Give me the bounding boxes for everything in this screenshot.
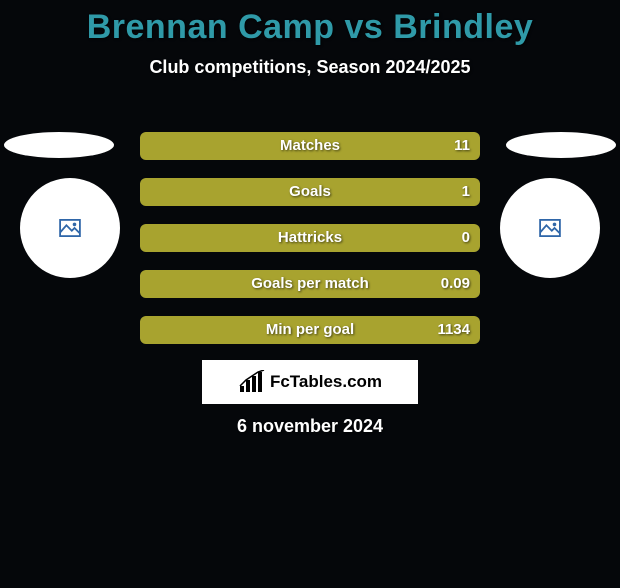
stat-value: 0.09 bbox=[441, 270, 470, 298]
image-placeholder-icon bbox=[539, 219, 561, 237]
stat-value: 11 bbox=[454, 132, 470, 160]
page-title: Brennan Camp vs Brindley bbox=[0, 8, 620, 47]
stat-label: Goals per match bbox=[140, 270, 480, 298]
stat-bar: Goals per match0.09 bbox=[140, 270, 480, 298]
generated-date: 6 november 2024 bbox=[0, 416, 620, 437]
decorative-ellipse-left bbox=[4, 132, 114, 158]
image-placeholder-icon bbox=[59, 219, 81, 237]
player-avatar-right bbox=[500, 178, 600, 278]
brand-box: FcTables.com bbox=[202, 360, 418, 404]
stat-label: Matches bbox=[140, 132, 480, 160]
decorative-ellipse-right bbox=[506, 132, 616, 158]
brand-bars-icon bbox=[238, 370, 266, 394]
stat-value: 0 bbox=[462, 224, 470, 252]
stat-value: 1 bbox=[462, 178, 470, 206]
stat-value: 1134 bbox=[437, 316, 470, 344]
stats-panel: Matches11 Goals1 Hattricks0 Goals per match… bbox=[140, 132, 480, 362]
stat-label: Hattricks bbox=[140, 224, 480, 252]
player-avatar-left bbox=[20, 178, 120, 278]
brand-text: FcTables.com bbox=[270, 372, 382, 392]
stat-bar: Min per goal1134 bbox=[140, 316, 480, 344]
subtitle: Club competitions, Season 2024/2025 bbox=[0, 57, 620, 78]
stat-bar: Matches11 bbox=[140, 132, 480, 160]
stat-bar: Goals1 bbox=[140, 178, 480, 206]
stat-label: Goals bbox=[140, 178, 480, 206]
stat-bar: Hattricks0 bbox=[140, 224, 480, 252]
stat-label: Min per goal bbox=[140, 316, 480, 344]
